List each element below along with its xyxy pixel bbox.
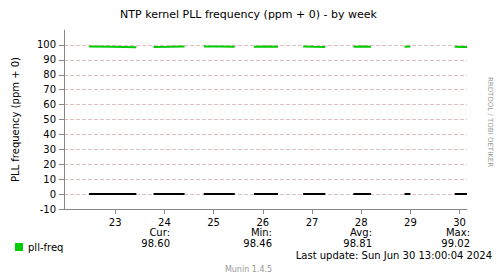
svg-text:pll-freq: pll-freq xyxy=(28,242,63,253)
svg-text:20: 20 xyxy=(43,159,56,170)
svg-text:24: 24 xyxy=(158,217,171,228)
svg-text:99.02: 99.02 xyxy=(441,238,470,249)
svg-text:40: 40 xyxy=(43,129,56,140)
svg-text:0: 0 xyxy=(50,189,56,200)
svg-text:Avg:: Avg: xyxy=(350,227,372,238)
svg-text:98.60: 98.60 xyxy=(141,238,170,249)
svg-text:29: 29 xyxy=(404,217,417,228)
svg-text:26: 26 xyxy=(256,217,269,228)
svg-text:Cur:: Cur: xyxy=(149,227,170,238)
svg-text:25: 25 xyxy=(207,217,220,228)
svg-text:70: 70 xyxy=(43,84,56,95)
svg-text:30: 30 xyxy=(43,144,56,155)
svg-text:Min:: Min: xyxy=(251,227,272,238)
svg-text:98.46: 98.46 xyxy=(243,238,272,249)
svg-text:23: 23 xyxy=(109,217,122,228)
svg-text:Max:: Max: xyxy=(446,227,470,238)
svg-text:60: 60 xyxy=(43,99,56,110)
svg-text:PLL frequency (ppm + 0): PLL frequency (ppm + 0) xyxy=(10,57,21,182)
svg-text:90: 90 xyxy=(43,54,56,65)
svg-text:Last update: Sun Jun 30 13:00:: Last update: Sun Jun 30 13:00:04 2024 xyxy=(296,250,492,261)
svg-text:10: 10 xyxy=(43,174,56,185)
svg-text:30: 30 xyxy=(453,217,466,228)
svg-text:-10: -10 xyxy=(40,204,56,215)
svg-text:RRDTOOL / TOBI OETIKER: RRDTOOL / TOBI OETIKER xyxy=(486,77,494,167)
svg-text:100: 100 xyxy=(37,39,56,50)
svg-text:80: 80 xyxy=(43,69,56,80)
svg-text:NTP kernel PLL frequency (ppm: NTP kernel PLL frequency (ppm + 0) - by … xyxy=(120,8,377,21)
svg-text:Munin 1.4.5: Munin 1.4.5 xyxy=(225,265,272,274)
svg-text:50: 50 xyxy=(43,114,56,125)
svg-text:28: 28 xyxy=(355,217,368,228)
svg-text:98.81: 98.81 xyxy=(343,238,372,249)
svg-text:27: 27 xyxy=(306,217,319,228)
